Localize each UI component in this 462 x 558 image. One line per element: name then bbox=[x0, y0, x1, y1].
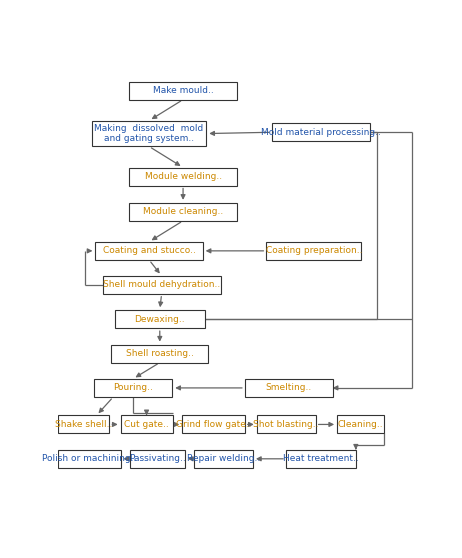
FancyBboxPatch shape bbox=[129, 167, 237, 186]
Text: Heat treatment..: Heat treatment.. bbox=[283, 454, 359, 463]
FancyBboxPatch shape bbox=[93, 379, 172, 397]
FancyBboxPatch shape bbox=[272, 123, 370, 141]
Text: Smelting..: Smelting.. bbox=[266, 383, 312, 392]
Text: Coating and stucco..: Coating and stucco.. bbox=[103, 246, 195, 256]
FancyBboxPatch shape bbox=[58, 415, 109, 434]
FancyBboxPatch shape bbox=[103, 276, 221, 294]
FancyBboxPatch shape bbox=[111, 344, 208, 363]
Text: Grind flow gate..: Grind flow gate.. bbox=[176, 420, 251, 429]
FancyBboxPatch shape bbox=[92, 121, 207, 146]
Text: Make mould..: Make mould.. bbox=[153, 86, 213, 95]
FancyBboxPatch shape bbox=[194, 450, 253, 468]
Text: Shot blasting..: Shot blasting.. bbox=[254, 420, 319, 429]
Text: Shell mould dehydration..: Shell mould dehydration.. bbox=[103, 280, 220, 289]
FancyBboxPatch shape bbox=[129, 450, 185, 468]
Text: Shake shell..: Shake shell.. bbox=[55, 420, 112, 429]
Text: Module cleaning..: Module cleaning.. bbox=[143, 207, 223, 217]
Text: Cut gate..: Cut gate.. bbox=[124, 420, 169, 429]
FancyBboxPatch shape bbox=[115, 310, 205, 328]
FancyBboxPatch shape bbox=[129, 81, 237, 100]
Text: Mold material processing..: Mold material processing.. bbox=[261, 128, 381, 137]
FancyBboxPatch shape bbox=[337, 415, 383, 434]
FancyBboxPatch shape bbox=[245, 379, 333, 397]
Text: Dewaxing..: Dewaxing.. bbox=[134, 315, 185, 324]
Text: Coating preparation..: Coating preparation.. bbox=[266, 246, 362, 256]
FancyBboxPatch shape bbox=[58, 450, 121, 468]
Text: Making  dissolved  mold
and gating system..: Making dissolved mold and gating system.… bbox=[94, 124, 204, 143]
FancyBboxPatch shape bbox=[95, 242, 203, 260]
Text: Shell roasting..: Shell roasting.. bbox=[126, 349, 194, 358]
FancyBboxPatch shape bbox=[286, 450, 356, 468]
Text: Polish or machining..: Polish or machining.. bbox=[42, 454, 136, 463]
FancyBboxPatch shape bbox=[121, 415, 172, 434]
FancyBboxPatch shape bbox=[266, 242, 361, 260]
FancyBboxPatch shape bbox=[257, 415, 316, 434]
FancyBboxPatch shape bbox=[129, 203, 237, 221]
Text: Module welding..: Module welding.. bbox=[145, 172, 222, 181]
Text: Cleaning..: Cleaning.. bbox=[337, 420, 383, 429]
Text: Passivating..: Passivating.. bbox=[129, 454, 186, 463]
FancyBboxPatch shape bbox=[182, 415, 245, 434]
Text: Repair welding..: Repair welding.. bbox=[187, 454, 260, 463]
Text: Pouring..: Pouring.. bbox=[113, 383, 153, 392]
